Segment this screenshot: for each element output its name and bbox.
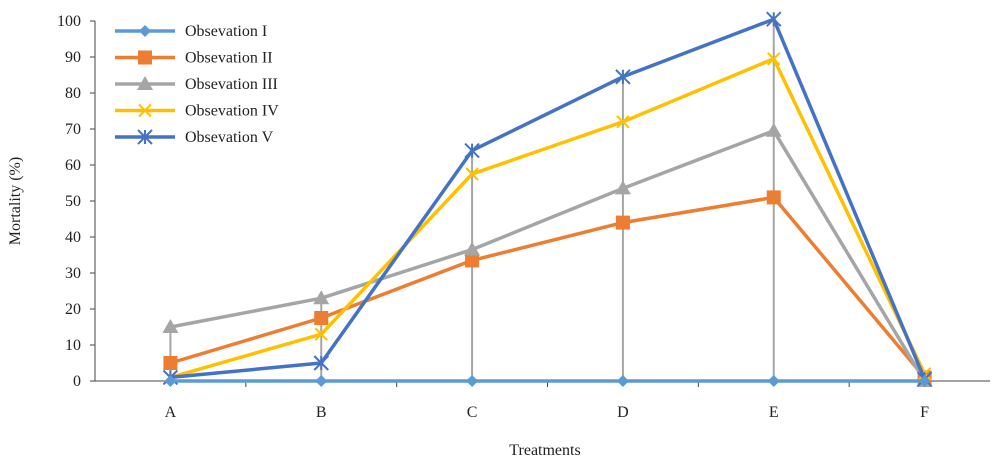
legend-item: Obsevation II	[115, 50, 273, 67]
y-tick-label: 40	[65, 229, 81, 246]
y-tick-label: 0	[73, 373, 81, 390]
legend-label: Obsevation II	[185, 50, 273, 67]
y-tick-label: 20	[65, 301, 81, 318]
legend-marker	[138, 103, 152, 118]
data-point	[616, 115, 630, 129]
data-point	[615, 215, 630, 230]
data-point	[162, 319, 179, 333]
y-tick-label: 30	[65, 265, 81, 282]
data-point	[464, 241, 481, 256]
series-line	[169, 195, 926, 379]
data-point	[766, 11, 782, 27]
legend-label: Obsevation IV	[185, 103, 279, 120]
x-axis-label: Treatments	[509, 442, 580, 459]
legend-item: Obsevation I	[115, 23, 267, 40]
y-axis-label: Mortality (%)	[7, 157, 24, 245]
data-point	[614, 180, 631, 195]
data-point	[464, 142, 480, 159]
legend-label: Obsevation I	[185, 23, 267, 40]
legend-marker	[137, 76, 153, 90]
series-line	[170, 17, 927, 380]
y-tick-label: 100	[57, 13, 81, 30]
x-tick-label: D	[617, 404, 629, 421]
series-1	[164, 375, 931, 387]
data-point	[313, 355, 329, 371]
series-line	[169, 57, 927, 380]
data-point	[767, 52, 781, 66]
y-tick-label: 50	[65, 193, 81, 210]
series-line	[170, 129, 927, 382]
data-point	[164, 375, 177, 387]
legend-marker	[138, 50, 152, 65]
data-point	[163, 356, 178, 370]
data-point	[766, 190, 781, 205]
x-tick-labels: A B C D E F	[165, 404, 929, 421]
data-point	[314, 327, 328, 341]
x-tick-label: C	[467, 404, 478, 421]
x-tick-label: A	[165, 404, 177, 421]
legend-item: Obsevation V	[115, 129, 274, 146]
data-point	[466, 375, 479, 387]
x-tick-label: E	[769, 404, 779, 421]
y-tick-label: 10	[65, 337, 81, 354]
data-point	[616, 375, 629, 387]
legend-label: Obsevation V	[185, 129, 274, 146]
data-point	[465, 253, 480, 268]
series-group	[162, 11, 933, 387]
x-tick-label: F	[920, 404, 929, 421]
data-point	[615, 69, 631, 85]
legend: Obsevation I Obsevation II Obsevation III O…	[115, 23, 279, 146]
legend-item: Obsevation IV	[115, 103, 279, 120]
y-tick-labels: 0 10 20 30 40 50 60 70 80 90 100	[57, 13, 81, 390]
y-tick-label: 60	[65, 157, 81, 174]
data-point	[767, 375, 780, 387]
y-tick-label: 90	[65, 49, 81, 66]
legend-item: Obsevation III	[115, 76, 278, 93]
y-tick-label: 70	[65, 121, 81, 138]
data-point	[765, 122, 782, 137]
x-tick-label: B	[316, 404, 327, 421]
data-point	[918, 375, 931, 387]
legend-label: Obsevation III	[185, 76, 278, 93]
legend-marker	[137, 129, 153, 145]
legend-marker	[139, 25, 151, 37]
data-point	[313, 290, 330, 305]
data-point	[314, 311, 329, 325]
data-point	[315, 375, 328, 387]
drop-lines	[169, 19, 926, 381]
data-point	[465, 167, 479, 181]
y-tick-label: 80	[65, 85, 81, 102]
